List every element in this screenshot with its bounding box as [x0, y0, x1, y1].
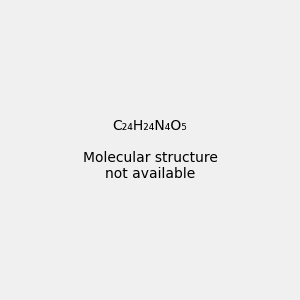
Text: C₂₄H₂₄N₄O₅

Molecular structure
not available: C₂₄H₂₄N₄O₅ Molecular structure not avail…	[82, 119, 218, 181]
